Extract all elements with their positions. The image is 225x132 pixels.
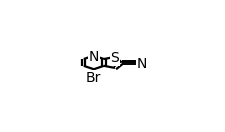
Text: S: S — [110, 51, 119, 65]
Text: N: N — [137, 57, 147, 71]
Text: Br: Br — [86, 71, 101, 85]
Text: N: N — [88, 50, 99, 64]
